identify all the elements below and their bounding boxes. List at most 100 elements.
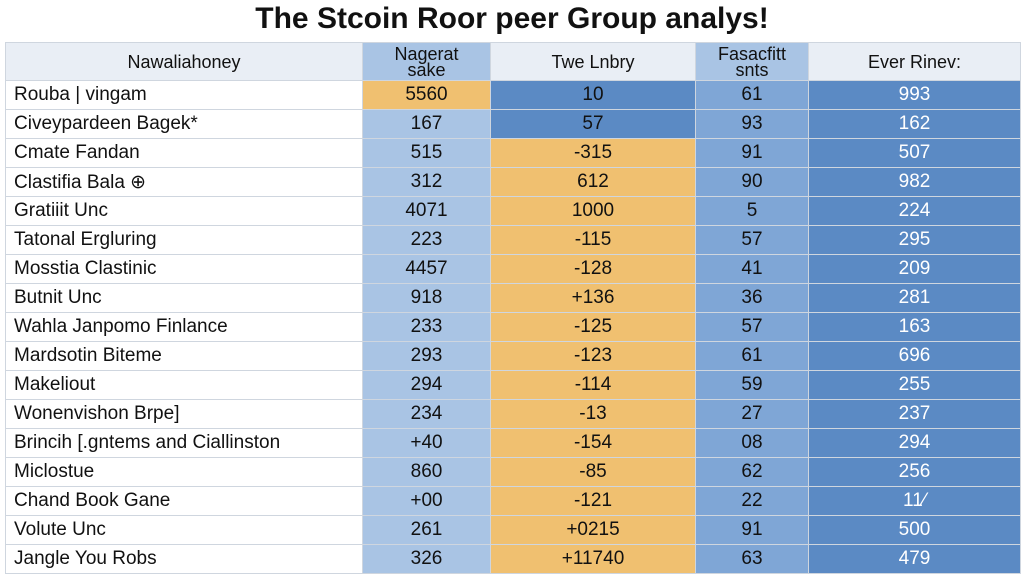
table-cell: 59 [695, 370, 809, 400]
table-cell: 1000 [490, 196, 696, 226]
table-cell: +40 [362, 428, 491, 458]
company-name: Mardsotin Biteme [5, 341, 363, 371]
company-name: Civeypardeen Bagek* [5, 109, 363, 139]
table-cell: 91 [695, 138, 809, 168]
table-row: Mardsotin Biteme 293 -123 61 696 [5, 341, 1021, 371]
table-cell: 281 [808, 283, 1021, 313]
table-cell: 209 [808, 254, 1021, 284]
table-row: Rouba | vingam 5560 10 61 993 [5, 80, 1021, 110]
table-row: Wonenvishon Brpe] 234 -13 27 237 [5, 399, 1021, 429]
table-cell: -125 [490, 312, 696, 342]
table-cell: 5560 [362, 80, 491, 110]
company-name: Wahla Janpomo Finlance [5, 312, 363, 342]
column-header-text: Nagerat sake [394, 43, 459, 80]
table-row: Cmate Fandan 515 -315 91 507 [5, 138, 1021, 168]
table-cell: 91 [695, 515, 809, 545]
column-header-text: Fasacfitt snts [717, 43, 787, 80]
column-header-text: Ever Rinev: [867, 51, 962, 72]
table-cell: 27 [695, 399, 809, 429]
table-cell: 261 [362, 515, 491, 545]
column-header: Fasacfitt snts [695, 42, 809, 81]
table-cell: 256 [808, 457, 1021, 487]
company-name: Clastifia Bala ⊕ [5, 167, 363, 197]
table-cell: +00 [362, 486, 491, 516]
company-name: Cmate Fandan [5, 138, 363, 168]
table-cell: 918 [362, 283, 491, 313]
company-name: Makeliout [5, 370, 363, 400]
table-cell: 4071 [362, 196, 491, 226]
table-cell: 326 [362, 544, 491, 574]
company-name: Miclostue [5, 457, 363, 487]
table-cell: -115 [490, 225, 696, 255]
column-header-text: Twe Lnbry [551, 51, 635, 72]
table-row: Makeliout 294 -114 59 255 [5, 370, 1021, 400]
company-name: Volute Unc [5, 515, 363, 545]
table-row: Brincih [.gntems and Ciallinston +40 -154 0… [5, 428, 1021, 458]
table-cell: -315 [490, 138, 696, 168]
table-cell: 4457 [362, 254, 491, 284]
table-cell: -154 [490, 428, 696, 458]
peer-table: Nawaliahoney Nagerat sake Twe Lnbry Fasacfi… [5, 42, 1021, 574]
table-cell: 62 [695, 457, 809, 487]
table-cell: 500 [808, 515, 1021, 545]
column-header: Nawaliahoney [5, 42, 363, 81]
table-body: Rouba | vingam 5560 10 61 993 Civeypardeen Ba… [5, 80, 1021, 574]
table-cell: 479 [808, 544, 1021, 574]
table-row: Mosstia Clastinic 4457 -128 41 209 [5, 254, 1021, 284]
table-cell: 63 [695, 544, 809, 574]
table-cell: 93 [695, 109, 809, 139]
company-name: Mosstia Clastinic [5, 254, 363, 284]
company-name: Brincih [.gntems and Ciallinston [5, 428, 363, 458]
table-cell: 223 [362, 225, 491, 255]
table-cell: 162 [808, 109, 1021, 139]
column-header-text: Nawaliahoney [127, 51, 241, 72]
table-row: Tatonal Ergluring 223 -115 57 295 [5, 225, 1021, 255]
table-cell: 61 [695, 341, 809, 371]
table-cell: 41 [695, 254, 809, 284]
company-name: Jangle You Robs [5, 544, 363, 574]
table-cell: -121 [490, 486, 696, 516]
table-cell: +11740 [490, 544, 696, 574]
table-row: Wahla Janpomo Finlance 233 -125 57 163 [5, 312, 1021, 342]
table-cell: -128 [490, 254, 696, 284]
table-cell: 255 [808, 370, 1021, 400]
table-cell: -13 [490, 399, 696, 429]
header-row: Nawaliahoney Nagerat sake Twe Lnbry Fasacfi… [5, 42, 1021, 81]
table-cell: 515 [362, 138, 491, 168]
table-cell: 295 [808, 225, 1021, 255]
title: The Stcoin Roor peer Group analys! [255, 2, 769, 35]
table-cell: 860 [362, 457, 491, 487]
table-cell: +0215 [490, 515, 696, 545]
table-cell: 233 [362, 312, 491, 342]
company-name: Chand Book Gane [5, 486, 363, 516]
company-name: Gratiiit Unc [5, 196, 363, 226]
company-name: Tatonal Ergluring [5, 225, 363, 255]
table-cell: 61 [695, 80, 809, 110]
table-row: Clastifia Bala ⊕ 312 612 90 982 [5, 167, 1021, 197]
table-cell: 167 [362, 109, 491, 139]
table-cell: -114 [490, 370, 696, 400]
table-cell: 224 [808, 196, 1021, 226]
table-row: Miclostue 860 -85 62 256 [5, 457, 1021, 487]
table-cell: 294 [808, 428, 1021, 458]
company-name: Butnit Unc [5, 283, 363, 313]
column-header: Nagerat sake [362, 42, 491, 81]
table-cell: 696 [808, 341, 1021, 371]
table-row: Gratiiit Unc 4071 1000 5 224 [5, 196, 1021, 226]
table-cell: 11⁄ [808, 486, 1021, 516]
table-row: Volute Unc 261 +0215 91 500 [5, 515, 1021, 545]
table-cell: 993 [808, 80, 1021, 110]
column-header: Twe Lnbry [490, 42, 696, 81]
table-cell: 5 [695, 196, 809, 226]
table-cell: 57 [695, 312, 809, 342]
table-cell: 90 [695, 167, 809, 197]
table-cell: 294 [362, 370, 491, 400]
table-cell: 163 [808, 312, 1021, 342]
table-cell: 22 [695, 486, 809, 516]
table-cell: 08 [695, 428, 809, 458]
table-cell: 36 [695, 283, 809, 313]
table-cell: 982 [808, 167, 1021, 197]
table-cell: 293 [362, 341, 491, 371]
table-cell: 10 [490, 80, 696, 110]
